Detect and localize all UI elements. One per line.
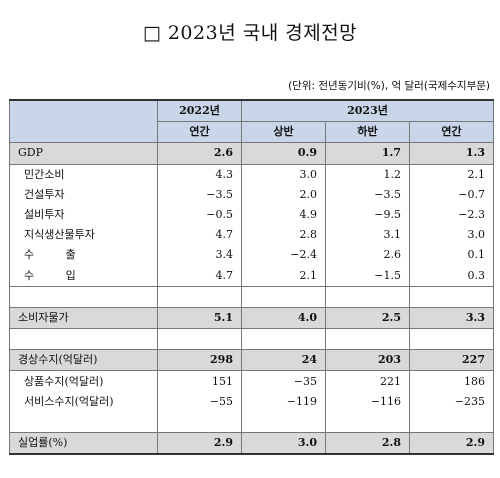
cell: 151 (157, 370, 242, 392)
page-title: □ 2023년 국내 경제전망 (142, 22, 358, 44)
cell: 2.1 (409, 164, 494, 185)
cell: 0.1 (409, 245, 494, 266)
cell: 1.2 (325, 164, 410, 185)
table-row: GDP 2.6 0.9 1.7 1.3 (9, 142, 494, 165)
cell: −3.5 (157, 184, 242, 205)
table-row: 수 입 4.7 2.1 −1.5 0.3 (9, 265, 494, 287)
cell: 2.8 (241, 225, 326, 246)
cell: 3.1 (325, 225, 410, 246)
header-2023-annual: 연간 (409, 121, 494, 144)
table-row: 지식생산물투자 4.7 2.8 3.1 3.0 (9, 225, 494, 246)
cell: −2.3 (409, 204, 494, 226)
row-label-construction: 건설투자 (9, 184, 158, 205)
table-row: 설비투자 −0.5 4.9 −9.5 −2.3 (9, 204, 494, 226)
row-label-ip-investment: 지식생산물투자 (9, 225, 158, 246)
cell: 4.0 (241, 306, 326, 330)
cell: 3.4 (157, 245, 242, 266)
cell: 3.0 (241, 432, 326, 456)
cell: 4.9 (241, 204, 326, 226)
economic-outlook-table: 2022년 2023년 연간 상반 하반 연간 GDP 2.6 0.9 1.7 … (9, 99, 494, 456)
table-row: 상품수지(억달러) 151 −35 221 186 (9, 370, 494, 392)
row-label-current-account: 경상수지(억달러) (9, 349, 158, 372)
cell: −1.5 (325, 265, 410, 287)
cell: 3.0 (241, 164, 326, 185)
unit-note: (단위: 전년동기비(%), 억 달러(국제수지부문) (288, 80, 490, 92)
cell: −116 (325, 391, 410, 412)
cell: 1.3 (409, 142, 494, 165)
table-row: 수 출 3.4 −2.4 2.6 0.1 (9, 245, 494, 266)
cell: −3.5 (325, 184, 410, 205)
cell: 4.7 (157, 225, 242, 246)
row-label-consumption: 민간소비 (9, 164, 158, 185)
table-row: 소비자물가 5.1 4.0 2.5 3.3 (9, 306, 494, 330)
cell: −9.5 (325, 204, 410, 226)
cell: 2.1 (241, 265, 326, 287)
cell: 2.5 (325, 306, 410, 330)
spacer-row (9, 285, 494, 308)
cell: 298 (157, 349, 242, 372)
table-row: 실업률(%) 2.9 3.0 2.8 2.9 (9, 432, 494, 456)
cell: −0.7 (409, 184, 494, 205)
row-label-imports: 수 입 (9, 265, 158, 287)
cell: 0.9 (241, 142, 326, 165)
cell: 221 (325, 370, 410, 392)
cell: 5.1 (157, 306, 242, 330)
cell: 227 (409, 349, 494, 372)
table-row: 건설투자 −3.5 2.0 −3.5 −0.7 (9, 184, 494, 205)
table-row: 민간소비 4.3 3.0 1.2 2.1 (9, 164, 494, 185)
cell: 3.3 (409, 306, 494, 330)
cell: 0.3 (409, 265, 494, 287)
cell: −235 (409, 391, 494, 412)
row-label-goods-balance: 상품수지(억달러) (9, 370, 158, 392)
row-label-unemployment: 실업률(%) (9, 432, 158, 456)
table-row: 경상수지(억달러) 298 24 203 227 (9, 349, 494, 372)
header-2022-annual: 연간 (157, 121, 242, 144)
cell: 2.6 (325, 245, 410, 266)
table-row: 서비스수지(억달러) −55 −119 −116 −235 (9, 391, 494, 412)
cell: 203 (325, 349, 410, 372)
cell: 24 (241, 349, 326, 372)
spacer-row (9, 411, 494, 433)
row-label-exports: 수 출 (9, 245, 158, 266)
cell: 2.6 (157, 142, 242, 165)
header-2023-first-half: 상반 (241, 121, 326, 144)
cell: 2.8 (325, 432, 410, 456)
row-label-gdp: GDP (9, 142, 158, 165)
cell: −55 (157, 391, 242, 412)
cell: −119 (241, 391, 326, 412)
cell: 2.0 (241, 184, 326, 205)
header-blank (9, 99, 158, 144)
row-label-cpi: 소비자물가 (9, 306, 158, 330)
row-label-services-balance: 서비스수지(억달러) (9, 391, 158, 412)
cell: −2.4 (241, 245, 326, 266)
cell: 2.9 (409, 432, 494, 456)
cell: 4.3 (157, 164, 242, 185)
row-label-equipment: 설비투자 (9, 204, 158, 226)
header-2023: 2023년 (241, 99, 494, 123)
cell: −0.5 (157, 204, 242, 226)
header-2023-second-half: 하반 (325, 121, 410, 144)
cell: 4.7 (157, 265, 242, 287)
cell: 1.7 (325, 142, 410, 165)
cell: 186 (409, 370, 494, 392)
cell: −35 (241, 370, 326, 392)
header-2022: 2022년 (157, 99, 242, 123)
spacer-row (9, 328, 494, 350)
cell: 2.9 (157, 432, 242, 456)
cell: 3.0 (409, 225, 494, 246)
